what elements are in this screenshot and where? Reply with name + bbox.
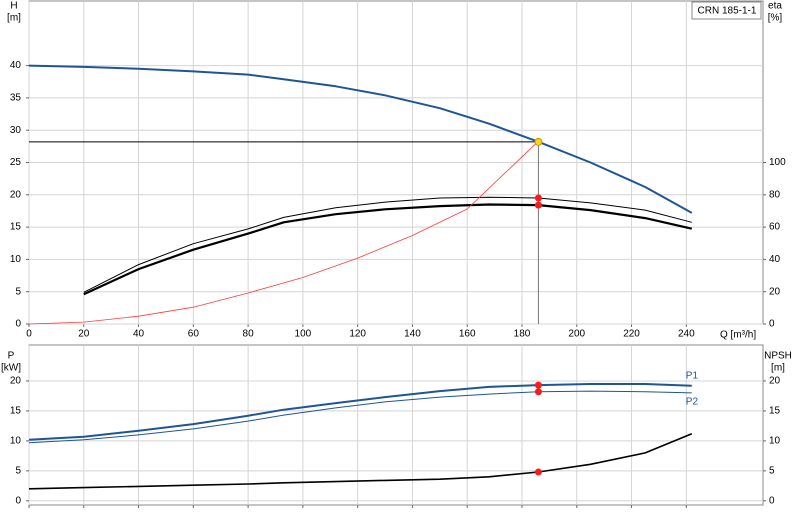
y-axis-label: P — [8, 351, 15, 362]
y-tick-label: 10 — [10, 436, 22, 447]
curve — [28, 432, 693, 490]
y2-tick-label: 0 — [769, 319, 775, 330]
x-tick-label: 80 — [243, 329, 255, 340]
x-tick-label: 60 — [188, 329, 200, 340]
annotation: CRN 185-1-1 — [698, 6, 757, 17]
plot-frame — [28, 344, 764, 506]
y-tick-label: 5 — [15, 465, 21, 476]
y-tick-label: 20 — [10, 189, 22, 200]
y-tick-label: 40 — [10, 60, 22, 71]
x-tick-label: 0 — [26, 329, 32, 340]
x-tick-label: 160 — [459, 329, 476, 340]
y2-tick-label: 40 — [769, 254, 781, 265]
x-tick-label: 180 — [514, 329, 531, 340]
y-tick-label: 30 — [10, 125, 22, 136]
y-tick-label: 0 — [15, 495, 21, 506]
operating-point — [534, 201, 542, 209]
y2-tick-label: 20 — [769, 286, 781, 297]
y2-axis-label: NPSH — [764, 351, 792, 362]
y2-tick-label: 0 — [769, 495, 775, 506]
operating-point — [534, 468, 542, 476]
y-tick-label: 0 — [15, 319, 21, 330]
series-label: P2 — [686, 397, 699, 408]
y-tick-label: 15 — [10, 222, 22, 233]
y2-axis-label: [m] — [771, 363, 785, 374]
y-tick-label: 20 — [10, 376, 22, 387]
x-tick-label: 240 — [678, 329, 695, 340]
y-axis-label: [m] — [7, 13, 21, 24]
y-tick-label: 25 — [10, 157, 22, 168]
y2-tick-label: 5 — [769, 465, 775, 476]
y2-tick-label: 10 — [769, 436, 781, 447]
x-tick-label: 20 — [78, 329, 90, 340]
operating-point — [534, 388, 542, 396]
curve — [83, 196, 692, 293]
curve — [28, 383, 692, 441]
annotation-box — [691, 1, 762, 20]
y-axis-label: [kW] — [1, 363, 21, 374]
y2-tick-label: 100 — [769, 157, 786, 168]
operating-point — [534, 381, 542, 389]
x-axis-label: Q [m³/h] — [720, 330, 756, 341]
curve — [28, 140, 539, 325]
x-tick-label: 40 — [133, 329, 145, 340]
x-tick-label: 100 — [295, 329, 312, 340]
x-tick-label: 140 — [404, 329, 421, 340]
curve — [83, 203, 693, 296]
series-label: P1 — [686, 370, 699, 381]
operating-point — [534, 194, 542, 202]
y-axis-label: H — [10, 1, 17, 12]
curve — [28, 390, 692, 444]
y-tick-label: 15 — [10, 406, 22, 417]
y-tick-label: 35 — [10, 93, 22, 104]
x-tick-label: 200 — [568, 329, 585, 340]
x-tick-label: 120 — [349, 329, 366, 340]
x-tick-label: 220 — [623, 329, 640, 340]
operating-point — [534, 137, 543, 146]
y-tick-label: 10 — [10, 254, 22, 265]
y2-tick-label: 80 — [769, 189, 781, 200]
y2-axis-label: eta — [768, 1, 782, 12]
y2-tick-label: 20 — [769, 376, 781, 387]
y-tick-label: 5 — [15, 286, 21, 297]
curve — [28, 64, 693, 214]
y2-tick-label: 15 — [769, 406, 781, 417]
y2-axis-label: [%] — [768, 13, 783, 24]
y2-tick-label: 60 — [769, 222, 781, 233]
